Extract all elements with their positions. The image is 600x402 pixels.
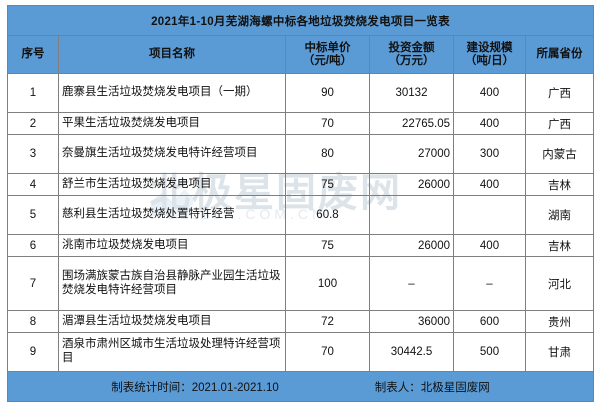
cell-province: 甘肃 [525, 332, 594, 372]
cell-scale: 400 [453, 73, 526, 113]
cell-project-name: 奈曼旗生活垃圾焚烧发电特许经营项目 [58, 134, 286, 174]
cell-index: 9 [7, 332, 59, 372]
cell-scale: 400 [453, 173, 526, 196]
footer-compiled-time: 制表统计时间：2021.01-2021.10 [111, 381, 279, 394]
cell-index: 3 [7, 134, 59, 174]
cell-province: 湖南 [525, 195, 594, 235]
column-header-investment: 投资金额 （万元） [369, 35, 454, 74]
column-header-scale-line2: （吨/日） [464, 54, 515, 67]
column-header-unit-price-line2: （元/吨） [302, 54, 353, 67]
cell-investment: 36000 [369, 310, 454, 333]
table-header-row: 序号 项目名称 中标单价 （元/吨） 投资金额 （万元） 建设规模 （吨/日） … [7, 35, 594, 74]
cell-investment [369, 195, 454, 235]
table-row: 3 奈曼旗生活垃圾焚烧发电特许经营项目 80 27000 300 内蒙古 [7, 134, 594, 174]
table-row: 7 围场满族蒙古族自治县静脉产业园生活垃圾焚烧发电特许经营项目 100 – – … [7, 256, 594, 311]
cell-scale: 600 [453, 310, 526, 333]
cell-unit-price: 90 [285, 73, 370, 113]
column-header-scale: 建设规模 （吨/日） [453, 35, 526, 74]
cell-unit-price: 80 [285, 134, 370, 174]
cell-unit-price: 100 [285, 256, 370, 311]
column-header-investment-line2: （万元） [388, 54, 435, 67]
table-row: 6 洮南市垃圾焚烧发电项目 75 26000 400 吉林 [7, 234, 594, 257]
cell-index: 4 [7, 173, 59, 196]
cell-unit-price: 75 [285, 234, 370, 257]
cell-unit-price: 72 [285, 310, 370, 333]
project-table: 2021年1-10月芜湖海螺中标各地垃圾焚烧发电项目一览表 序号 项目名称 中标… [7, 5, 594, 402]
cell-investment: – [369, 256, 454, 311]
table-row: 5 慈利县生活垃圾焚烧处置特许经营 60.8 湖南 [7, 195, 594, 235]
cell-index: 8 [7, 310, 59, 333]
table-row: 1 鹿寨县生活垃圾焚烧发电项目（一期） 90 30132 400 广西 [7, 73, 594, 113]
cell-scale [453, 195, 526, 235]
table-footer-row: 制表统计时间：2021.01-2021.10 制表人：北极星固废网 [7, 371, 594, 402]
cell-index: 1 [7, 73, 59, 113]
column-header-scale-line1: 建设规模 [466, 41, 513, 54]
cell-province: 吉林 [525, 234, 594, 257]
table-footer: 制表统计时间：2021.01-2021.10 制表人：北极星固废网 [7, 371, 594, 402]
cell-scale: – [453, 256, 526, 311]
column-header-province: 所属省份 [525, 35, 594, 74]
cell-investment: 27000 [369, 134, 454, 174]
cell-scale: 300 [453, 134, 526, 174]
cell-index: 2 [7, 112, 59, 135]
column-header-unit-price-line1: 中标单价 [304, 41, 351, 54]
cell-province: 广西 [525, 112, 594, 135]
cell-province: 广西 [525, 73, 594, 113]
cell-project-name: 平果生活垃圾焚烧发电项目 [58, 112, 286, 135]
table-title-row: 2021年1-10月芜湖海螺中标各地垃圾焚烧发电项目一览表 [7, 5, 594, 36]
cell-investment: 30442.5 [369, 332, 454, 372]
cell-project-name: 舒兰市生活垃圾焚烧发电项目 [58, 173, 286, 196]
cell-province: 吉林 [525, 173, 594, 196]
table-row: 8 湄潭县生活垃圾焚烧发电项目 72 36000 600 贵州 [7, 310, 594, 333]
cell-scale: 400 [453, 234, 526, 257]
cell-province: 贵州 [525, 310, 594, 333]
cell-province: 内蒙古 [525, 134, 594, 174]
cell-project-name: 酒泉市肃州区城市生活垃圾处理特许经营项目 [58, 332, 286, 372]
column-header-project-name: 项目名称 [58, 35, 286, 74]
cell-province: 河北 [525, 256, 594, 311]
cell-unit-price: 60.8 [285, 195, 370, 235]
cell-index: 5 [7, 195, 59, 235]
cell-project-name: 慈利县生活垃圾焚烧处置特许经营 [58, 195, 286, 235]
column-header-unit-price: 中标单价 （元/吨） [285, 35, 370, 74]
cell-unit-price: 75 [285, 173, 370, 196]
cell-index: 7 [7, 256, 59, 311]
cell-project-name: 湄潭县生活垃圾焚烧发电项目 [58, 310, 286, 333]
cell-investment: 26000 [369, 234, 454, 257]
footer-compiled-by: 制表人：北极星固废网 [374, 381, 490, 394]
cell-project-name: 围场满族蒙古族自治县静脉产业园生活垃圾焚烧发电特许经营项目 [58, 256, 286, 311]
cell-project-name: 鹿寨县生活垃圾焚烧发电项目（一期） [58, 73, 286, 113]
table-row: 9 酒泉市肃州区城市生活垃圾处理特许经营项目 70 30442.5 500 甘肃 [7, 332, 594, 372]
table-row: 4 舒兰市生活垃圾焚烧发电项目 75 26000 400 吉林 [7, 173, 594, 196]
cell-investment: 22765.05 [369, 112, 454, 135]
table-row: 2 平果生活垃圾焚烧发电项目 70 22765.05 400 广西 [7, 112, 594, 135]
cell-unit-price: 70 [285, 112, 370, 135]
cell-scale: 400 [453, 112, 526, 135]
column-header-index: 序号 [7, 35, 59, 74]
cell-index: 6 [7, 234, 59, 257]
cell-unit-price: 70 [285, 332, 370, 372]
cell-investment: 26000 [369, 173, 454, 196]
cell-investment: 30132 [369, 73, 454, 113]
cell-project-name: 洮南市垃圾焚烧发电项目 [58, 234, 286, 257]
column-header-investment-line1: 投资金额 [388, 41, 435, 54]
page-title: 2021年1-10月芜湖海螺中标各地垃圾焚烧发电项目一览表 [7, 5, 594, 36]
cell-scale: 500 [453, 332, 526, 372]
